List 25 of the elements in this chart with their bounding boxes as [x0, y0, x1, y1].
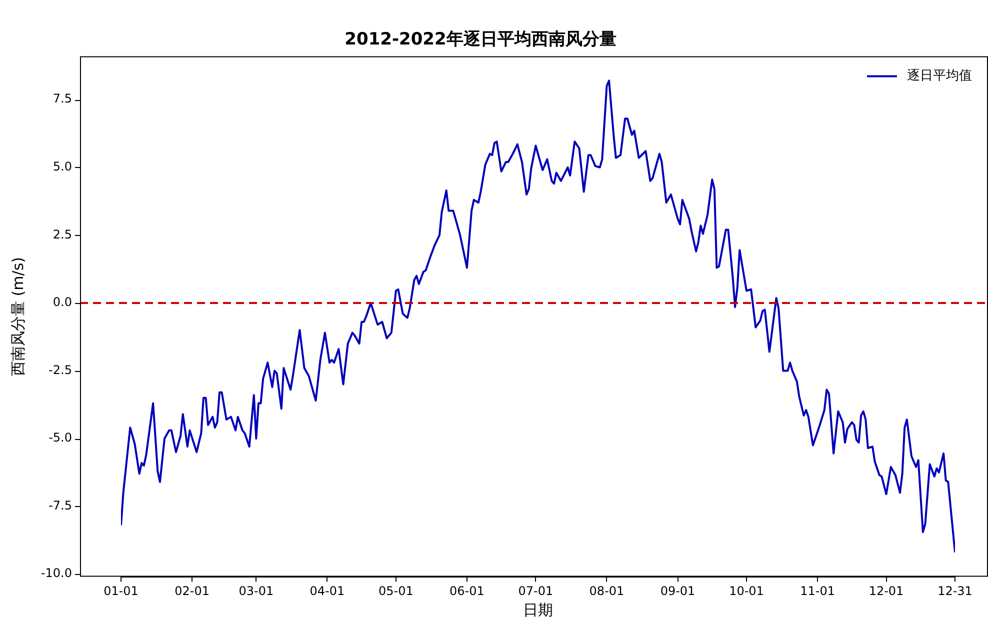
x-tick-label: 02-01 [174, 584, 210, 598]
chart-title: 2012-2022年逐日平均西南风分量 [344, 29, 616, 50]
y-tick-label: 7.5 [52, 92, 72, 106]
x-axis-title: 日期 [523, 601, 553, 620]
x-tick-label: 12-31 [938, 584, 972, 598]
x-tick-label: 12-01 [868, 584, 904, 598]
x-tick-label: 06-01 [450, 584, 484, 598]
y-tick-label: -5.0 [48, 430, 72, 445]
x-tick-label: 07-01 [518, 584, 554, 598]
x-tick-label: 10-01 [729, 584, 764, 598]
y-tick-label: -7.5 [48, 498, 72, 512]
x-tick-label: 01-01 [104, 584, 138, 598]
x-tick-label: 04-01 [310, 584, 345, 598]
y-tick-label: 5.0 [52, 159, 72, 174]
y-axis-title: 西南风分量 (m/s) [8, 257, 27, 376]
legend-label: 逐日平均值 [907, 68, 972, 84]
y-tick-label: 2.5 [52, 227, 72, 242]
x-tick-label: 03-01 [238, 584, 274, 598]
x-tick-label: 11-01 [800, 584, 835, 598]
x-tick-label: 05-01 [378, 584, 414, 598]
y-tick-label: -10.0 [40, 566, 72, 580]
x-tick-label: 08-01 [589, 584, 624, 598]
y-tick-label: -2.5 [48, 362, 72, 377]
y-tick-label: 0.0 [52, 295, 72, 310]
x-tick-label: 09-01 [660, 584, 696, 598]
